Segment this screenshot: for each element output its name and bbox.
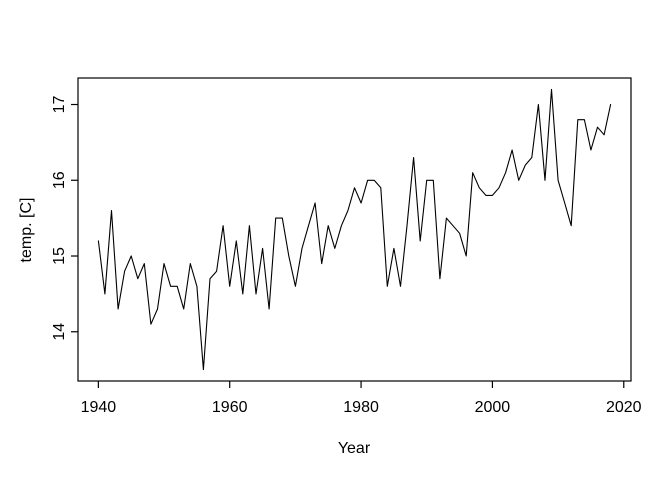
x-axis-tick-label: 2000 bbox=[475, 399, 511, 416]
plot-box bbox=[77, 77, 632, 382]
x-axis-tick-label: 1960 bbox=[212, 399, 248, 416]
x-axis: 1940 1960 1980 2000 2020 bbox=[81, 381, 642, 416]
x-axis-tick-label: 2020 bbox=[606, 399, 642, 416]
y-axis-tick-label: 17 bbox=[51, 96, 68, 114]
y-axis-tick-label: 16 bbox=[51, 171, 68, 189]
y-axis-title: temp. [C] bbox=[18, 198, 35, 263]
y-axis-tick-label: 14 bbox=[51, 323, 68, 341]
x-axis-tick-label: 1980 bbox=[343, 399, 379, 416]
y-axis-tick-label: 15 bbox=[51, 247, 68, 265]
x-axis-title: Year bbox=[338, 440, 371, 457]
x-axis-tick-label: 1940 bbox=[81, 399, 117, 416]
y-axis: 14 15 16 17 bbox=[51, 96, 78, 341]
temperature-line bbox=[97, 88, 612, 371]
